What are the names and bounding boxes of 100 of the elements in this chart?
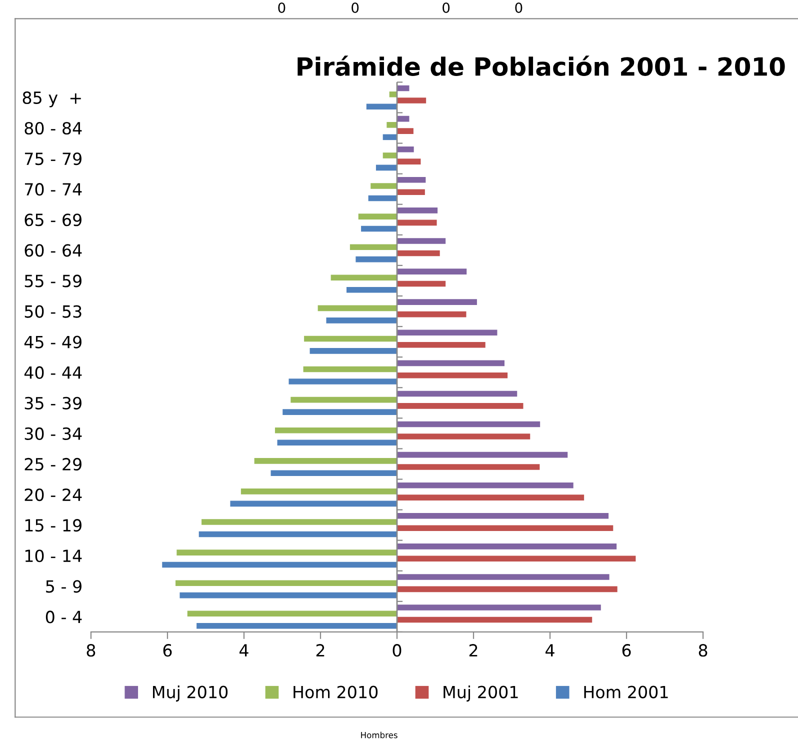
bar xyxy=(368,195,398,202)
x-tick-label: 0 xyxy=(392,644,402,657)
text: 0 xyxy=(352,2,359,13)
y-tick-label: 60 - 64 xyxy=(24,244,82,257)
y-tick-label: 0 - 4 xyxy=(46,610,82,624)
bar xyxy=(386,122,398,128)
bar xyxy=(310,348,398,354)
bar xyxy=(397,421,540,428)
bar xyxy=(356,256,398,262)
y-tick-label: 10 - 14 xyxy=(25,550,82,562)
text: 0 xyxy=(278,2,286,13)
bar xyxy=(326,318,398,324)
bar xyxy=(397,616,592,623)
bar xyxy=(382,152,398,158)
y-tick-label: 15 - 19 xyxy=(25,519,82,532)
x-tick-label: 8 xyxy=(86,644,96,657)
bar xyxy=(361,226,398,232)
text: 0 xyxy=(515,2,522,13)
x-tick-label: 2 xyxy=(469,644,478,656)
bar xyxy=(397,482,574,488)
bar xyxy=(397,556,636,562)
bar xyxy=(397,342,486,348)
bar xyxy=(397,128,414,134)
bar xyxy=(397,268,467,274)
bar xyxy=(230,500,398,507)
bar xyxy=(240,488,398,494)
y-tick-label: 55 - 59 xyxy=(24,274,82,288)
bar xyxy=(397,208,438,214)
bar xyxy=(274,427,398,434)
bar xyxy=(389,91,398,98)
bar xyxy=(397,238,446,244)
bar xyxy=(397,403,524,409)
bar xyxy=(397,452,568,458)
bar xyxy=(397,372,508,378)
bar xyxy=(282,409,398,415)
y-tick-label: 80 - 84 xyxy=(24,122,82,135)
bar xyxy=(346,286,398,293)
x-tick-label: 4 xyxy=(546,644,554,656)
bar xyxy=(397,250,440,256)
bar xyxy=(397,220,437,226)
bar xyxy=(397,544,617,550)
legend-label: Muj 2010 xyxy=(153,685,228,702)
legend-label: Hom 2001 xyxy=(584,686,668,698)
bar xyxy=(304,336,398,342)
bar xyxy=(358,214,398,220)
bar xyxy=(288,378,398,384)
bar xyxy=(397,586,618,592)
bar xyxy=(397,189,425,196)
y-tick-label: 25 - 29 xyxy=(24,458,82,471)
bar xyxy=(277,440,398,446)
bar xyxy=(397,311,466,318)
bar xyxy=(397,360,504,366)
bar xyxy=(176,580,398,586)
x-tick-label: 8 xyxy=(698,644,708,657)
bar xyxy=(397,512,609,519)
x-tick-label: 2 xyxy=(316,644,324,656)
bar xyxy=(397,330,498,336)
y-tick-label: 35 - 39 xyxy=(24,396,82,410)
x-tick-label: 4 xyxy=(240,644,248,656)
x-tick-label: 6 xyxy=(163,644,172,657)
y-tick-label: 70 - 74 xyxy=(24,183,82,196)
y-tick-label: 40 - 44 xyxy=(24,366,82,379)
bar xyxy=(187,610,398,617)
bar xyxy=(397,158,421,164)
bar xyxy=(350,244,398,250)
y-tick-label: 30 - 34 xyxy=(24,427,82,440)
bar xyxy=(202,519,398,525)
bar xyxy=(397,464,540,470)
bar xyxy=(370,183,398,189)
bar xyxy=(290,396,398,403)
chart-title: Pirámide de Población 2001 - 2010 xyxy=(298,56,785,76)
bar xyxy=(397,146,414,152)
bar xyxy=(254,458,398,464)
bar xyxy=(382,134,398,140)
bar xyxy=(162,562,398,568)
bar xyxy=(397,98,426,104)
y-tick-label: 50 - 53 xyxy=(24,305,82,318)
x-tick-label: 6 xyxy=(622,644,631,657)
bar xyxy=(330,274,398,281)
bar xyxy=(366,104,398,110)
bar xyxy=(198,531,398,538)
bar xyxy=(397,299,477,305)
bar xyxy=(303,366,398,372)
bar xyxy=(397,574,610,580)
bar xyxy=(397,177,426,183)
y-tick-label: 85 y + xyxy=(22,91,81,108)
bar xyxy=(180,592,398,598)
bar xyxy=(397,604,601,610)
text: Hombres xyxy=(361,732,398,738)
y-tick-label: 65 - 69 xyxy=(24,214,82,226)
bar xyxy=(196,622,398,629)
bar xyxy=(176,550,398,556)
bar xyxy=(397,434,530,440)
bar xyxy=(376,164,398,171)
bar xyxy=(397,525,614,532)
y-tick-label: 5 - 9 xyxy=(46,580,82,593)
bar xyxy=(397,494,584,500)
bar xyxy=(270,470,398,476)
y-tick-label: 20 - 24 xyxy=(24,488,82,502)
y-tick-label: 45 - 49 xyxy=(24,336,82,348)
